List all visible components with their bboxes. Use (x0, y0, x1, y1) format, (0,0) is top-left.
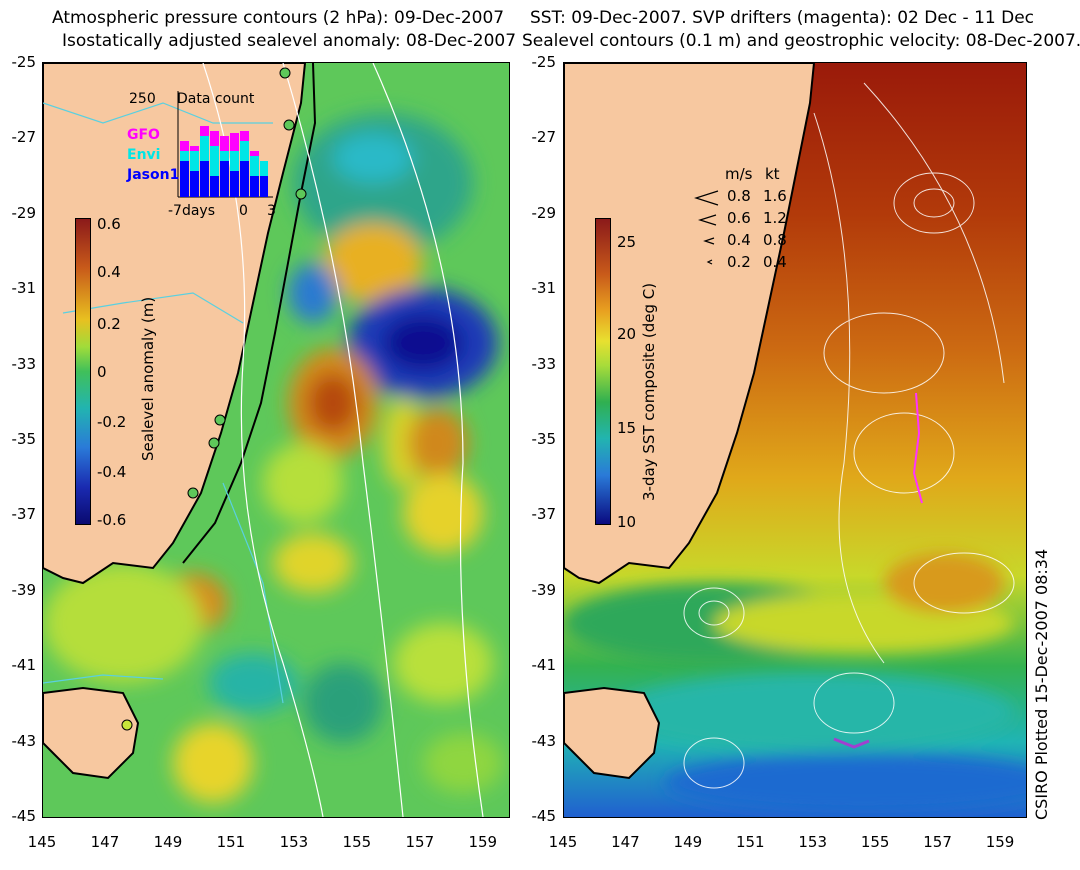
speed-legend-kt: 1.2 (763, 209, 787, 227)
right-title-line2: Sealevel contours (0.1 m) and geostrophi… (522, 31, 1080, 51)
latitude-tick-label: -35 (531, 430, 557, 448)
speed-legend-ms: 0.8 (727, 187, 751, 205)
longitude-tick-label: 147 (611, 833, 640, 851)
longitude-tick-label: 145 (548, 833, 578, 851)
longitude-tick-label: 153 (279, 833, 309, 851)
speed-legend-kt: 0.4 (763, 253, 787, 271)
latitude-tick-label: -41 (531, 656, 557, 675)
latitude-tick-label: -39 (11, 580, 37, 599)
latitude-tick-label: -43 (531, 731, 557, 750)
sst-colorbar (595, 218, 611, 525)
speed-legend-arrows (694, 190, 719, 265)
longitude-tick-label: 151 (216, 833, 246, 851)
sealevel-colorbar-tick: -0.6 (97, 511, 127, 529)
latitude-tick-label: -25 (11, 53, 37, 71)
latitude-tick-label: -37 (531, 505, 557, 524)
sst-colorbar-label: 3-day SST composite (deg C) (640, 282, 658, 501)
sealevel-colorbar-tick: -0.4 (97, 463, 127, 481)
latitude-tick-label: -27 (11, 128, 37, 147)
latitude-tick-label: -31 (11, 279, 37, 298)
longitude-tick-label: 147 (90, 833, 120, 851)
sealevel-colorbar-label: Sealevel anomaly (m) (139, 296, 157, 461)
latitude-tick-label: -29 (11, 203, 37, 222)
sst-colorbar-tick: 25 (617, 233, 637, 251)
left-title-line2: Isostatically adjusted sealevel anomaly:… (62, 31, 517, 51)
sealevel-anomaly-map-graphic (43, 63, 509, 817)
sst-map: 25 20 15 10 3-day SST composite (deg C) … (563, 62, 1027, 818)
sealevel-colorbar-tick: 0.4 (97, 263, 121, 281)
longitude-tick-label: 151 (735, 833, 765, 851)
latitude-tick-label: -41 (11, 656, 37, 675)
latitude-tick-label: -31 (531, 279, 557, 298)
latitude-tick-label: -39 (531, 580, 557, 599)
longitude-tick-label: 157 (405, 833, 435, 851)
longitude-tick-label: 155 (860, 833, 890, 851)
inset-legend-envi: Envi (127, 147, 161, 163)
longitude-tick-label: 157 (923, 833, 952, 851)
sealevel-colorbar-tick: 0.6 (97, 215, 121, 233)
inset-x-zero-label: 0 (239, 203, 248, 219)
sealevel-colorbar (75, 218, 91, 525)
data-count-inset (177, 91, 273, 198)
sst-map-graphic (564, 63, 1026, 817)
speed-legend-header-ms: m/s (725, 165, 753, 183)
inset-legend-jason1: Jason1 (127, 167, 180, 183)
latitude-tick-label: -45 (11, 807, 37, 825)
sst-colorbar-tick: 15 (617, 419, 637, 437)
latitude-tick-label: -25 (531, 53, 557, 71)
latitude-tick-label: -29 (531, 203, 557, 222)
speed-legend-kt: 0.8 (763, 231, 787, 249)
inset-legend-gfo: GFO (127, 127, 160, 143)
longitude-tick-label: 155 (342, 833, 372, 851)
sealevel-colorbar-tick: 0.2 (97, 315, 121, 333)
speed-legend-ms: 0.4 (727, 231, 751, 249)
latitude-tick-label: -33 (531, 354, 557, 373)
longitude-tick-label: 149 (153, 833, 183, 851)
latitude-tick-label: -37 (11, 505, 37, 524)
speed-legend-ms: 0.2 (727, 253, 751, 271)
longitude-tick-label: 145 (27, 833, 57, 851)
plot-credit: CSIRO Plotted 15-Dec-2007 08:34 (1032, 548, 1051, 820)
inset-title: Data count (177, 91, 255, 107)
longitude-tick-label: 149 (673, 833, 703, 851)
left-title-line1: Atmospheric pressure contours (2 hPa): 0… (52, 8, 505, 28)
inset-x-left-label: -7days (168, 203, 216, 219)
sealevel-colorbar-tick: -0.2 (97, 413, 127, 431)
sealevel-colorbar-tick: 0 (97, 363, 107, 381)
speed-legend-ms: 0.6 (727, 209, 751, 227)
longitude-tick-label: 153 (798, 833, 828, 851)
speed-legend-kt: 1.6 (763, 187, 787, 205)
inset-x-right-label: 3 (267, 203, 276, 219)
inset-ymax-label: 250 (129, 91, 156, 107)
sst-colorbar-tick: 10 (617, 513, 637, 531)
sealevel-anomaly-map: 250 Data count -7days 0 3 GFO Envi Jason… (42, 62, 510, 818)
latitude-tick-label: -35 (11, 430, 37, 448)
latitude-tick-label: -45 (531, 807, 557, 825)
latitude-tick-label: -43 (11, 731, 37, 750)
longitude-tick-label: 159 (985, 833, 1015, 851)
longitude-tick-label: 159 (468, 833, 498, 851)
latitude-tick-label: -33 (11, 354, 37, 373)
latitude-tick-label: -27 (531, 128, 557, 147)
sst-colorbar-tick: 20 (617, 325, 637, 343)
right-title-line1: SST: 09-Dec-2007. SVP drifters (magenta)… (530, 8, 1035, 28)
speed-legend-header-kt: kt (765, 165, 780, 183)
